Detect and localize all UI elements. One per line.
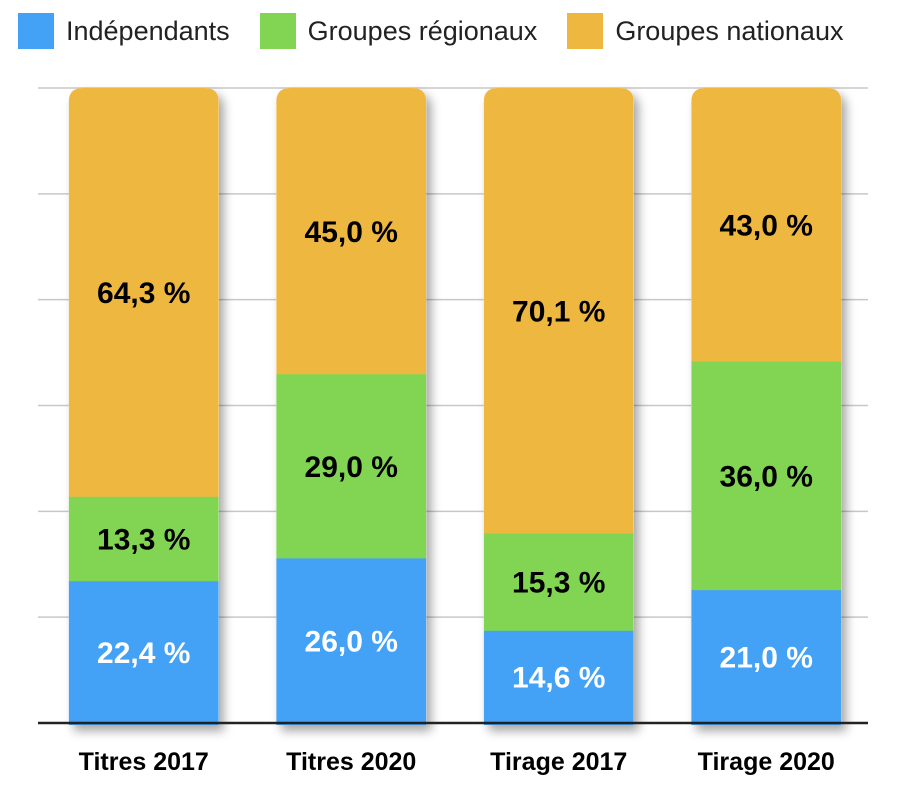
legend-swatch-independants [18, 13, 54, 49]
bar-segment-independants [68, 580, 219, 725]
data-label: 36,0 % [720, 460, 813, 493]
legend-swatch-groupes-regionaux [259, 13, 296, 49]
bar-titres-2020: 26,0 % 29,0 % 45,0 % Titres 2020 [276, 88, 427, 776]
bar-segments [483, 88, 634, 725]
legend-item-groupes-nationaux: Groupes nationaux [567, 13, 843, 49]
x-tick-label: Titres 2017 [79, 748, 209, 776]
bar-tirage-2017: 14,6 % 15,3 % 70,1 % Tirage 2017 [483, 88, 634, 776]
data-label: 29,0 % [305, 451, 398, 484]
data-label: 26,0 % [305, 625, 398, 658]
bar-segments [691, 88, 842, 725]
legend-item-groupes-regionaux: Groupes régionaux [259, 13, 538, 49]
data-label: 21,0 % [720, 641, 813, 674]
legend-label-independants: Indépendants [66, 15, 230, 46]
data-label: 64,3 % [97, 277, 190, 310]
bar-segment-groupes-nationaux [691, 88, 842, 362]
bar-segment-groupes-regionaux [276, 373, 427, 559]
bar-segments [68, 88, 219, 725]
x-tick-label: Tirage 2020 [698, 748, 835, 776]
legend-item-independants: Indépendants [18, 13, 230, 49]
bar-segments [276, 88, 427, 725]
data-label: 13,3 % [97, 524, 190, 557]
legend-label-groupes-regionaux: Groupes régionaux [307, 15, 538, 46]
bars: 22,4 % 13,3 % 64,3 % Titres 2017 26,0 % 29,0 … [68, 88, 842, 776]
bar-segment-groupes-nationaux [276, 88, 427, 375]
bar-segment-groupes-nationaux [483, 88, 634, 534]
bar-segment-groupes-nationaux [68, 88, 219, 497]
data-label: 15,3 % [512, 567, 605, 600]
legend-label-groupes-nationaux: Groupes nationaux [615, 15, 844, 46]
data-label: 22,4 % [97, 637, 190, 670]
bar-segment-groupes-regionaux [68, 496, 219, 582]
bar-tirage-2020: 21,0 % 36,0 % 43,0 % Tirage 2020 [691, 88, 842, 776]
bar-segment-groupes-regionaux [691, 361, 842, 591]
bar-titres-2017: 22,4 % 13,3 % 64,3 % Titres 2017 [68, 88, 219, 776]
legend: Indépendants Groupes régionaux Groupes n… [18, 12, 873, 50]
data-label: 45,0 % [305, 216, 398, 249]
bar-segment-independants [691, 589, 842, 725]
legend-swatch-groupes-nationaux [567, 13, 604, 49]
data-label: 43,0 % [720, 210, 813, 243]
data-label: 70,1 % [512, 296, 605, 329]
bar-segment-groupes-regionaux [483, 533, 634, 631]
bar-segment-independants [276, 557, 427, 725]
x-tick-label: Titres 2020 [286, 748, 416, 776]
x-tick-label: Tirage 2017 [490, 748, 627, 776]
data-label: 14,6 % [512, 662, 605, 695]
bar-segment-independants [483, 630, 634, 725]
